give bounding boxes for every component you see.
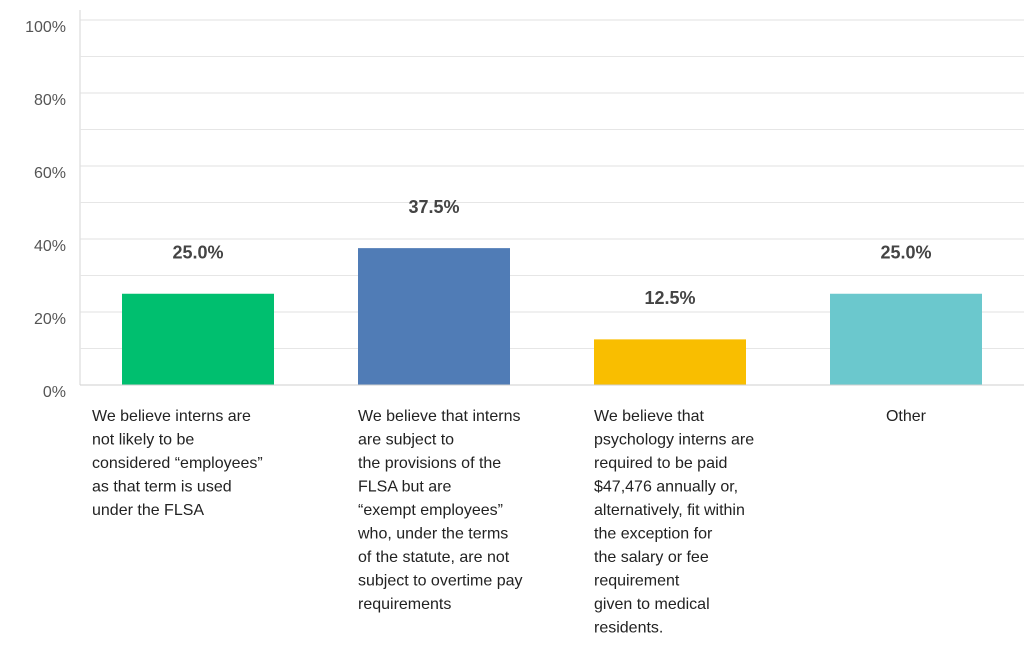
x-tick-label: who, under the terms — [357, 526, 508, 543]
value-label: 25.0% — [880, 243, 931, 263]
y-tick-label: 20% — [34, 311, 66, 328]
x-tick-label: Other — [886, 408, 927, 425]
x-tick-label: We believe that — [594, 408, 705, 425]
x-tick-label: of the statute, are not — [358, 549, 510, 566]
bar — [122, 293, 274, 385]
bar — [594, 339, 746, 385]
x-tick-label: FLSA but are — [358, 479, 451, 496]
x-tick-label: considered “employees” — [92, 455, 263, 472]
value-label: 37.5% — [408, 197, 459, 217]
x-tick-label: “exempt employees” — [358, 502, 503, 519]
x-tick-label: not likely to be — [92, 432, 194, 449]
value-label: 12.5% — [644, 288, 695, 308]
x-tick-label: given to medical — [594, 596, 710, 613]
x-tick-label: required to be paid — [594, 455, 727, 472]
bar — [358, 248, 510, 385]
x-tick-label: subject to overtime pay — [358, 573, 523, 590]
x-tick-label: the exception for — [594, 526, 713, 543]
value-label: 25.0% — [172, 243, 223, 263]
x-tick-label: the provisions of the — [358, 455, 501, 472]
x-tick-label: We believe interns are — [92, 408, 251, 425]
x-tick-label: the salary or fee — [594, 549, 709, 566]
x-tick-label: $47,476 annually or, — [594, 479, 738, 496]
y-tick-label: 60% — [34, 165, 66, 182]
y-tick-label: 40% — [34, 238, 66, 255]
x-tick-label: requirements — [358, 596, 451, 613]
x-tick-label: as that term is used — [92, 479, 232, 496]
bar — [830, 293, 982, 385]
x-tick-label: requirement — [594, 573, 680, 590]
y-tick-label: 100% — [25, 19, 66, 36]
y-tick-label: 0% — [43, 384, 66, 401]
x-tick-label: We believe that interns — [358, 408, 520, 425]
x-tick-label: are subject to — [358, 432, 454, 449]
x-tick-label: psychology interns are — [594, 432, 754, 449]
x-tick-label: alternatively, fit within — [594, 502, 745, 519]
x-tick-label: under the FLSA — [92, 502, 204, 519]
y-tick-label: 80% — [34, 92, 66, 109]
x-tick-label: residents. — [594, 620, 663, 637]
